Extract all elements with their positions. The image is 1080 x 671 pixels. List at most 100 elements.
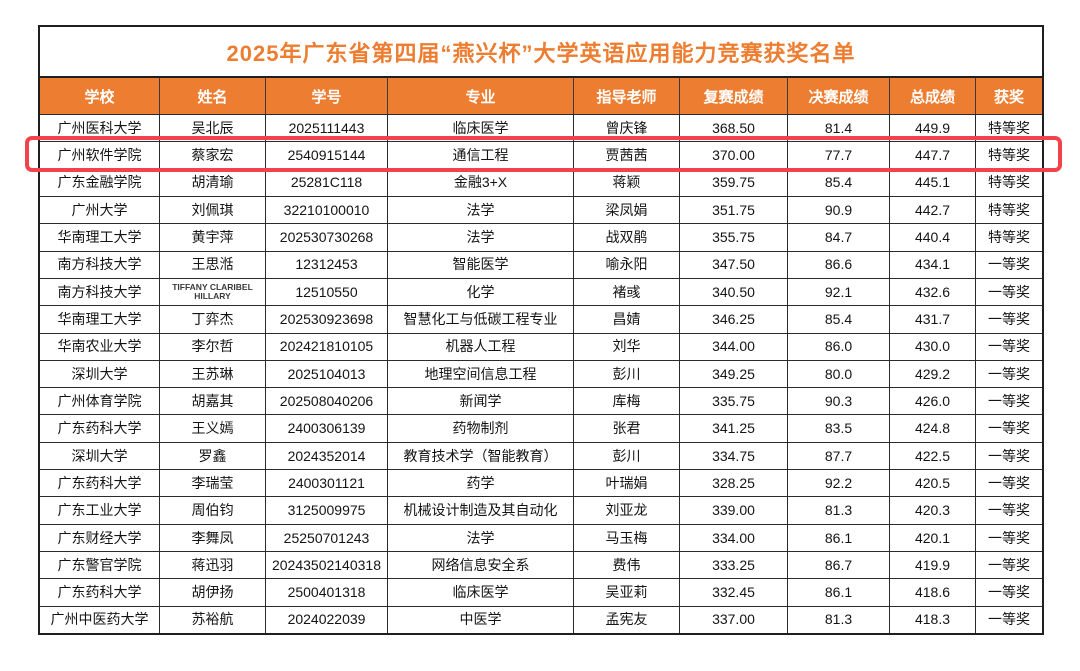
cell-semifinal: 335.75 bbox=[680, 388, 788, 415]
cell-final: 92.1 bbox=[788, 278, 890, 306]
table-row-highlighted: 广州软件学院 蔡家宏 2540915144 通信工程 贾茜茜 370.00 77.7 447.… bbox=[40, 142, 1042, 170]
cell-major: 机械设计制造及其自动化 bbox=[388, 497, 574, 524]
cell-total: 445.1 bbox=[890, 169, 976, 196]
cell-total: 418.6 bbox=[890, 579, 976, 606]
table-row: 广州中医药大学 苏裕航 2024022039 中医学 孟宪友 337.00 81.3 418.… bbox=[40, 606, 1042, 633]
column-header-award: 获奖 bbox=[993, 88, 1024, 106]
cell-name: 王苏琳 bbox=[160, 360, 266, 388]
cell-major: 中医学 bbox=[388, 606, 574, 633]
cell-total: 420.1 bbox=[890, 524, 976, 551]
cell-school: 广东财经大学 bbox=[40, 524, 160, 551]
cell-award: 一等奖 bbox=[988, 338, 1030, 355]
table-row: 华南理工大学 黄宇萍 202530730268 法学 战双鹃 355.75 84.7 440.… bbox=[40, 224, 1042, 252]
cell-semifinal: 370.00 bbox=[680, 142, 788, 169]
cell-final: 90.3 bbox=[788, 388, 890, 415]
cell-student_id: 202530730268 bbox=[266, 224, 388, 251]
cell-advisor: 孟宪友 bbox=[574, 606, 680, 633]
cell-name: 李尔哲 bbox=[160, 333, 266, 360]
table-row: 广东财经大学 李舞凤 25250701243 法学 马玉梅 334.00 86.1 420.1… bbox=[40, 524, 1042, 552]
table-row: 广东金融学院 胡清瑜 25281C118 金融3+X 蒋颖 359.75 85.4 445.1… bbox=[40, 169, 1042, 197]
table-row: 广州大学 刘佩琪 32210100010 法学 梁凤娟 351.75 90.9 442.7 特等… bbox=[40, 196, 1042, 225]
cell-major: 智能医学 bbox=[388, 251, 574, 278]
cell-final: 81.3 bbox=[788, 606, 890, 633]
column-header-school: 学校 bbox=[40, 78, 160, 114]
cell-major: 化学 bbox=[388, 278, 574, 306]
cell-total: 429.2 bbox=[890, 360, 976, 388]
cell-student_id: 2400306139 bbox=[266, 415, 388, 442]
page-title: 2025年广东省第四届“燕兴杯”大学英语应用能力竞赛获奖名单 bbox=[226, 40, 856, 66]
cell-student_id: 25250701243 bbox=[266, 524, 388, 551]
cell-total: 432.6 bbox=[890, 278, 976, 306]
cell-final: 85.4 bbox=[788, 306, 890, 333]
cell-name: 王思湉 bbox=[160, 251, 266, 278]
cell-major: 地理空间信息工程 bbox=[388, 360, 574, 388]
cell-advisor: 彭川 bbox=[574, 360, 680, 388]
cell-semifinal: 351.75 bbox=[680, 196, 788, 224]
cell-final: 84.7 bbox=[788, 224, 890, 251]
cell-advisor: 喻永阳 bbox=[574, 251, 680, 278]
table-row: 广东警官学院 蒋迅羽 20243502140318 网络信息安全系 费伟 333.25 86… bbox=[40, 552, 1042, 580]
cell-total: 422.5 bbox=[890, 442, 976, 470]
cell-advisor: 叶瑞娟 bbox=[574, 470, 680, 497]
cell-semifinal: 340.50 bbox=[680, 278, 788, 306]
cell-major: 药学 bbox=[388, 470, 574, 497]
cell-total: 442.7 bbox=[890, 196, 976, 224]
cell-award: 一等奖 bbox=[988, 611, 1030, 628]
cell-major: 机器人工程 bbox=[388, 333, 574, 360]
column-header-student_id: 学号 bbox=[266, 78, 388, 114]
cell-award: 一等奖 bbox=[988, 256, 1030, 273]
cell-advisor: 刘亚龙 bbox=[574, 497, 680, 524]
cell-total: 419.9 bbox=[890, 552, 976, 579]
cell-advisor: 贾茜茜 bbox=[574, 142, 680, 169]
cell-final: 85.4 bbox=[788, 169, 890, 196]
cell-school: 广东药科大学 bbox=[40, 415, 160, 442]
cell-name: 吴北辰 bbox=[160, 115, 266, 142]
cell-advisor: 彭川 bbox=[574, 442, 680, 470]
cell-final: 86.0 bbox=[788, 333, 890, 360]
cell-advisor: 库梅 bbox=[574, 388, 680, 415]
cell-total: 424.8 bbox=[890, 415, 976, 442]
cell-major: 教育技术学（智能教育） bbox=[388, 442, 574, 470]
cell-major: 通信工程 bbox=[388, 142, 574, 169]
cell-award: 一等奖 bbox=[988, 584, 1030, 601]
cell-school: 广州体育学院 bbox=[40, 388, 160, 415]
cell-total: 418.3 bbox=[890, 606, 976, 633]
table-row: 南方科技大学 王思湉 12312453 智能医学 喻永阳 347.50 86.6 434.1 一… bbox=[40, 251, 1042, 279]
cell-final: 86.6 bbox=[788, 251, 890, 278]
table-body: 广州医科大学 吴北辰 2025111443 临床医学 曾庆锋 368.50 81.4 449.… bbox=[40, 115, 1042, 633]
table-row: 广州医科大学 吴北辰 2025111443 临床医学 曾庆锋 368.50 81.4 449.… bbox=[40, 115, 1042, 143]
cell-award: 特等奖 bbox=[988, 147, 1030, 164]
cell-award: 特等奖 bbox=[988, 174, 1030, 191]
table-row: 广州体育学院 胡嘉其 202508040206 新闻学 库梅 335.75 90.3 426.… bbox=[40, 388, 1042, 416]
column-header-advisor: 指导老师 bbox=[574, 78, 680, 114]
cell-semifinal: 359.75 bbox=[680, 169, 788, 196]
column-header-major: 专业 bbox=[388, 78, 574, 114]
cell-major: 网络信息安全系 bbox=[388, 552, 574, 579]
cell-award: 特等奖 bbox=[988, 201, 1030, 218]
table-row: 华南理工大学 丁弈杰 202530923698 智慧化工与低碳工程专业 昌婧 346.25… bbox=[40, 306, 1042, 334]
column-header-name: 姓名 bbox=[160, 78, 266, 114]
cell-final: 86.1 bbox=[788, 524, 890, 551]
cell-school: 广东警官学院 bbox=[40, 552, 160, 579]
cell-total: 430.0 bbox=[890, 333, 976, 360]
cell-semifinal: 341.25 bbox=[680, 415, 788, 442]
cell-semifinal: 334.00 bbox=[680, 524, 788, 551]
table-title-row: 2025年广东省第四届“燕兴杯”大学英语应用能力竞赛获奖名单 bbox=[40, 27, 1042, 78]
cell-name: 李瑞莹 bbox=[160, 470, 266, 497]
cell-award: 一等奖 bbox=[988, 365, 1030, 382]
cell-semifinal: 333.25 bbox=[680, 552, 788, 579]
cell-name: TIFFANY CLARIBEL HILLARY bbox=[160, 278, 266, 306]
cell-semifinal: 349.25 bbox=[680, 360, 788, 388]
cell-total: 426.0 bbox=[890, 388, 976, 415]
cell-final: 77.7 bbox=[788, 142, 890, 169]
cell-major: 新闻学 bbox=[388, 388, 574, 415]
cell-advisor: 费伟 bbox=[574, 552, 680, 579]
cell-school: 华南理工大学 bbox=[40, 306, 160, 333]
cell-student_id: 2024022039 bbox=[266, 606, 388, 633]
cell-name: 蔡家宏 bbox=[160, 142, 266, 169]
cell-name: 苏裕航 bbox=[160, 606, 266, 633]
cell-student_id: 2025104013 bbox=[266, 360, 388, 388]
cell-major: 药物制剂 bbox=[388, 415, 574, 442]
cell-award: 一等奖 bbox=[988, 474, 1030, 491]
cell-advisor: 曾庆锋 bbox=[574, 115, 680, 142]
